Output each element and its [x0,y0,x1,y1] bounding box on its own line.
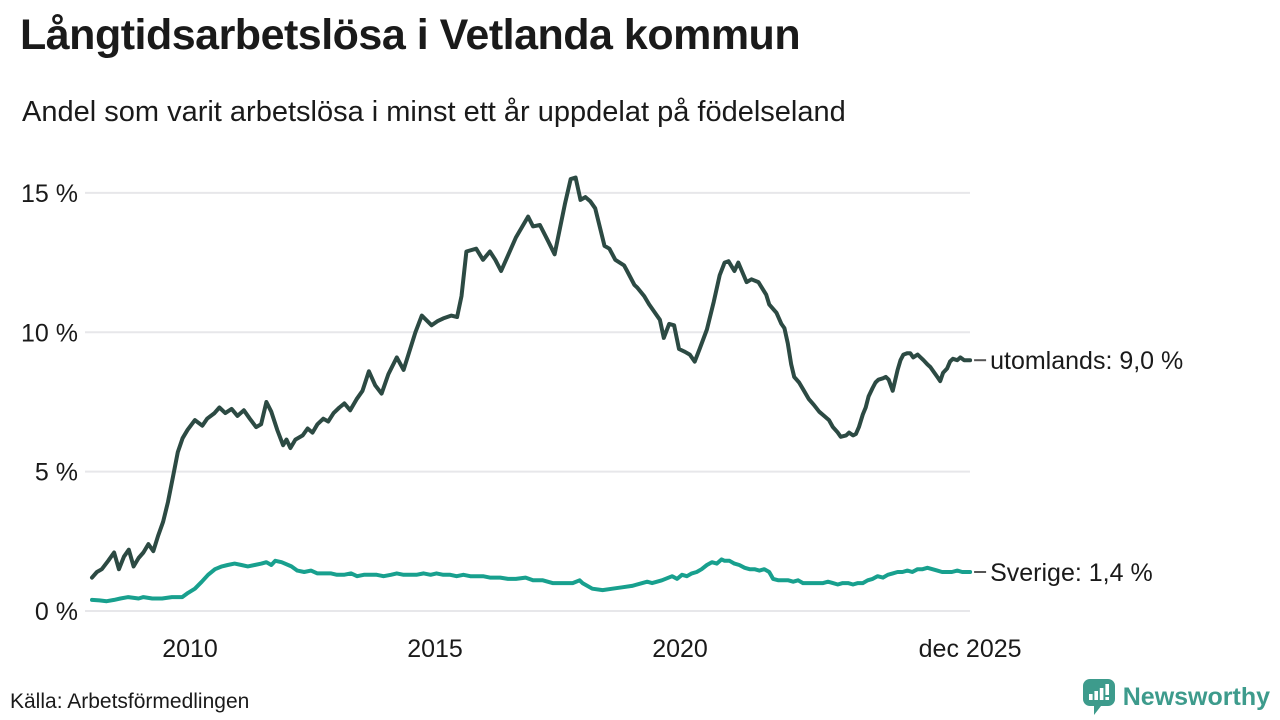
x-tick-label: 2010 [162,635,218,663]
series-line-Sverige [90,557,973,604]
x-tick-label: 2015 [407,635,463,663]
y-tick-label: 15 % [21,180,78,208]
source-text: Källa: Arbetsförmedlingen [10,690,250,713]
x-tick-label: 2020 [652,635,708,663]
series-label-Sverige: Sverige: 1,4 % [990,559,1153,587]
series-label-utomlands: utomlands: 9,0 % [990,347,1183,375]
page-subtitle: Andel som varit arbetslösa i minst ett å… [22,96,846,128]
x-tick-label: dec 2025 [919,635,1022,663]
newsworthy-wordmark: Newsworthy [1122,682,1270,711]
y-tick-label: 0 % [35,598,78,626]
y-tick-label: 5 % [35,459,78,487]
page-title: Långtidsarbetslösa i Vetlanda kommun [20,11,801,59]
y-tick-label: 10 % [21,319,78,347]
series-line-utomlands [90,175,973,580]
newsworthy-speech-bubble-chart-icon [1082,678,1116,716]
newsworthy-logo-link[interactable]: Newsworthy [1082,678,1270,716]
